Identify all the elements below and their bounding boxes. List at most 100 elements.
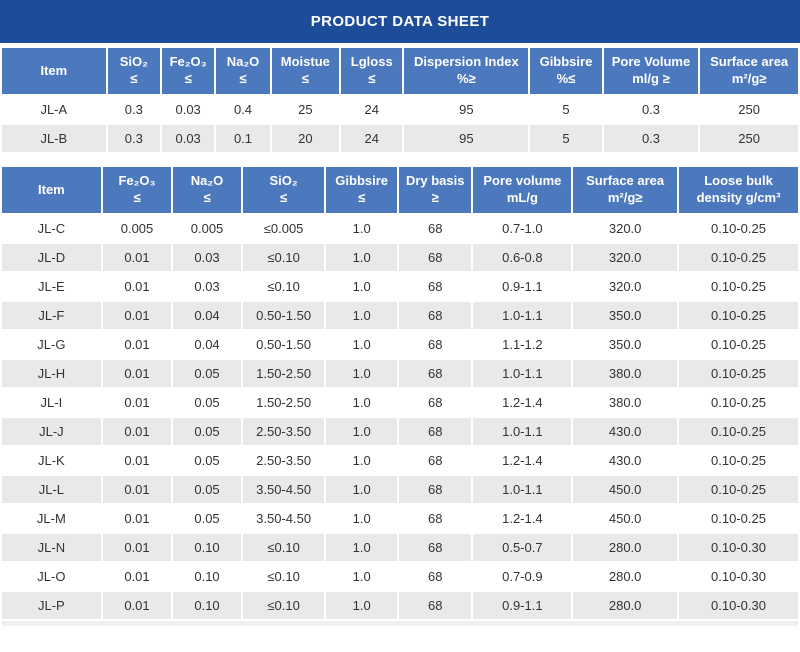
column-header-label: Surface area [710,54,789,70]
value-cell: ≤0.10 [242,592,325,619]
item-cell: JL-E [2,273,101,300]
value-cell: 1.0 [326,389,397,416]
value-cell: 68 [398,592,472,619]
column-header-limit: m²/g≥ [731,71,767,86]
value-cell: 250 [700,96,798,123]
value-cell: 0.01 [102,331,172,358]
value-cell: 68 [398,360,472,387]
value-cell: 0.4 [216,96,270,123]
value-cell: 0.005 [173,215,241,242]
value-cell: 450.0 [573,505,678,532]
value-cell: 430.0 [573,447,678,474]
value-cell: 20 [271,125,340,152]
column-header-label: Gibbsire [539,54,593,70]
value-cell: 350.0 [573,331,678,358]
item-cell: JL-J [2,418,101,445]
table-row: JL-O 0.01 0.10 ≤0.10 1.0 68 0.7-0.9 280.0 0.10-0… [2,563,798,590]
column-header-limit: ≤ [358,190,366,205]
value-cell: 0.10-0.30 [679,563,798,590]
value-cell: 0.10-0.25 [679,447,798,474]
value-cell: 0.10 [173,592,241,619]
column-header: Item [2,167,101,213]
column-header-label: Dry basis [405,173,465,189]
value-cell: 25 [271,96,340,123]
column-header-label: Dispersion Index [413,54,519,70]
item-cell: JL-B [2,125,106,152]
value-cell: 1.0-1.1 [473,360,572,387]
column-header-label: SiO₂ [269,173,298,189]
value-cell: 1.2-1.4 [473,447,572,474]
value-cell: 1.0 [326,331,397,358]
column-header-limit: ≤ [184,71,192,86]
column-header-label: Item [40,62,68,78]
value-cell: 0.6-0.8 [473,244,572,271]
column-header-label: Item [38,181,65,197]
column-header-limit: ml/g ≥ [632,71,670,86]
value-cell: 320.0 [573,244,678,271]
value-cell: 0.05 [173,360,241,387]
spacer [0,154,800,165]
table-row: JL-P 0.01 0.10 ≤0.10 1.0 68 0.9-1.1 280.0 0.10-0… [2,592,798,619]
column-header: Pore Volume ml/g ≥ [603,48,699,94]
value-cell: 68 [398,273,472,300]
column-header: Loose bulk density g/cm³ [679,167,798,213]
value-cell: 250 [700,125,798,152]
value-cell: 95 [404,125,529,152]
header-row: Item SiO₂ ≤ Fe₂O₃ ≤ Na₂O ≤ Moistue ≤ Lgloss ≤ Dispe… [2,48,798,94]
column-header-limit: m²/g≥ [607,190,643,205]
table-row: JL-K 0.01 0.05 2.50-3.50 1.0 68 1.2-1.4 430.0 0.… [2,447,798,474]
item-cell: JL-C [2,215,101,242]
spec-table-primary: Item SiO₂ ≤ Fe₂O₃ ≤ Na₂O ≤ Moistue ≤ Lgloss ≤ Dispe… [0,46,800,154]
value-cell: 0.10-0.30 [679,592,798,619]
value-cell: 0.3 [107,125,160,152]
column-header: Surface area m²/g≥ [573,167,678,213]
value-cell: 1.1-1.2 [473,331,572,358]
value-cell: 1.0 [326,418,397,445]
column-header: Gibbsire ≤ [326,167,397,213]
value-cell: 0.05 [173,418,241,445]
value-cell: 5 [530,125,602,152]
table-row: JL-F 0.01 0.04 0.50-1.50 1.0 68 1.0-1.1 350.0 0.… [2,302,798,329]
value-cell: 1.50-2.50 [242,389,325,416]
item-cell: JL-I [2,389,101,416]
column-header-label: Loose bulk [704,173,773,189]
item-cell: JL-O [2,563,101,590]
table-row: JL-G 0.01 0.04 0.50-1.50 1.0 68 1.1-1.2 350.0 0.… [2,331,798,358]
column-header: Fe₂O₃ ≤ [161,48,215,94]
value-cell: 1.0 [326,505,397,532]
value-cell: 1.0 [326,360,397,387]
column-header-limit: %≤ [556,71,576,86]
value-cell: 0.9-1.1 [473,592,572,619]
value-cell: 0.05 [173,476,241,503]
header-row: Item Fe₂O₃ ≤ Na₂O ≤ SiO₂ ≤ Gibbsire ≤ Dry basis ≥ P… [2,167,798,213]
value-cell: ≤0.10 [242,534,325,561]
column-header: Moistue ≤ [271,48,340,94]
value-cell: 0.03 [161,96,215,123]
column-header-label: Fe₂O₃ [118,173,156,189]
value-cell: 0.03 [173,244,241,271]
value-cell: 0.10-0.25 [679,418,798,445]
item-cell: JL-L [2,476,101,503]
column-header-limit: ≤ [239,71,247,86]
item-cell: JL-K [2,447,101,474]
value-cell: 0.01 [102,447,172,474]
value-cell: 1.0-1.1 [473,418,572,445]
column-header: Gibbsire %≤ [530,48,602,94]
value-cell: 0.01 [102,563,172,590]
value-cell: 1.0 [326,273,397,300]
column-header: Dry basis ≥ [398,167,472,213]
value-cell: 0.1 [216,125,270,152]
column-header: SiO₂ ≤ [242,167,325,213]
value-cell: 68 [398,505,472,532]
value-cell: 1.0-1.1 [473,302,572,329]
value-cell: 0.01 [102,273,172,300]
column-header-label: Pore Volume [611,54,691,70]
value-cell: 0.3 [107,96,160,123]
value-cell: 0.10 [173,534,241,561]
value-cell: 1.0 [326,563,397,590]
value-cell: 380.0 [573,389,678,416]
value-cell: 0.10-0.25 [679,360,798,387]
value-cell: 0.01 [102,302,172,329]
value-cell: 0.3 [603,125,699,152]
value-cell: 280.0 [573,534,678,561]
